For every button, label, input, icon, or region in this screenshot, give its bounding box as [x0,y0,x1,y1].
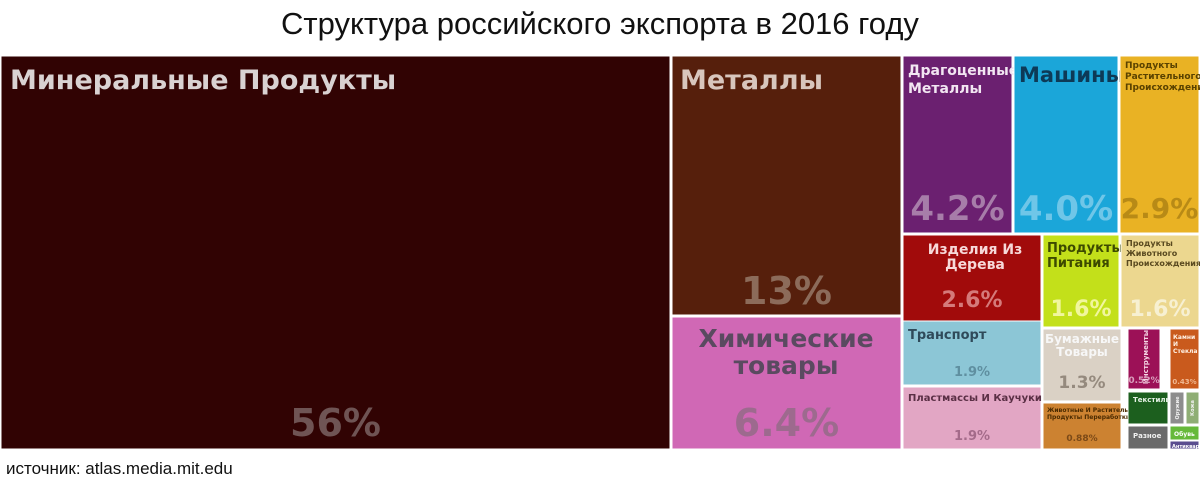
treemap-cell-produkty-rastitelnogo-proishozhdeniya[interactable] [1119,55,1200,234]
treemap-cell-transport[interactable] [902,320,1042,386]
treemap-cell-tekstil[interactable] [1127,391,1169,425]
treemap-cell-produkty-pitaniya[interactable] [1042,234,1120,328]
treemap-cell-raznoe[interactable] [1127,425,1169,450]
treemap-cell-kozha[interactable] [1185,391,1200,425]
treemap-cell-plastmassy-i-kauchuki[interactable] [902,386,1042,450]
treemap-cell-dragocennye-metally[interactable] [902,55,1013,234]
treemap-cell-himicheskie-tovary[interactable] [671,316,902,450]
treemap-cell-obuv[interactable] [1169,425,1200,441]
treemap-cell-antikvar[interactable] [1169,440,1200,450]
treemap-cell-mashiny[interactable] [1013,55,1119,234]
treemap-cell-oruzhie[interactable] [1169,391,1185,425]
treemap-cell-zhivotnye-i-rastitelnye-produkty-pererabotki[interactable] [1042,402,1122,450]
treemap-cell-metally[interactable] [671,55,902,316]
treemap-cell-mineralnye-produkty[interactable] [0,55,671,450]
treemap-cell-kamni-i-stekla[interactable] [1169,328,1200,390]
source-caption: источник: atlas.media.mit.edu [6,459,233,478]
treemap-cell-produkty-zhivotnogo-proishozhdeniya[interactable] [1120,234,1200,328]
treemap-cell-instrumenty[interactable] [1127,328,1161,390]
treemap-cell-izdeliya-iz-dereva[interactable] [902,234,1042,328]
treemap-cell-bumazhnye-tovary[interactable] [1042,328,1122,402]
chart-title: Структура российского экспорта в 2016 го… [281,6,919,41]
